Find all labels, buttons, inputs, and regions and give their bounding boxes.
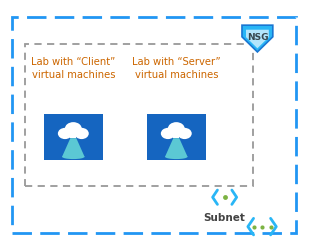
- Circle shape: [178, 128, 192, 139]
- Text: Subnet: Subnet: [204, 213, 246, 223]
- Bar: [173, 135, 179, 138]
- Ellipse shape: [62, 154, 85, 159]
- Bar: [12, 17, 296, 233]
- Polygon shape: [242, 25, 273, 52]
- Circle shape: [65, 122, 82, 135]
- Ellipse shape: [165, 154, 188, 159]
- Polygon shape: [246, 30, 269, 48]
- Circle shape: [168, 122, 185, 135]
- Polygon shape: [62, 138, 85, 157]
- Bar: [163, 130, 189, 135]
- Bar: [60, 130, 86, 135]
- Bar: [25, 44, 253, 186]
- Text: NSG: NSG: [247, 33, 268, 42]
- Bar: [147, 114, 206, 160]
- Text: Lab with “Server”
virtual machines: Lab with “Server” virtual machines: [132, 57, 221, 80]
- Circle shape: [58, 128, 72, 139]
- Circle shape: [161, 128, 175, 139]
- Bar: [44, 114, 103, 160]
- Polygon shape: [165, 138, 188, 157]
- Text: Lab with “Client”
virtual machines: Lab with “Client” virtual machines: [31, 57, 115, 80]
- Bar: [70, 135, 76, 138]
- Circle shape: [75, 128, 89, 139]
